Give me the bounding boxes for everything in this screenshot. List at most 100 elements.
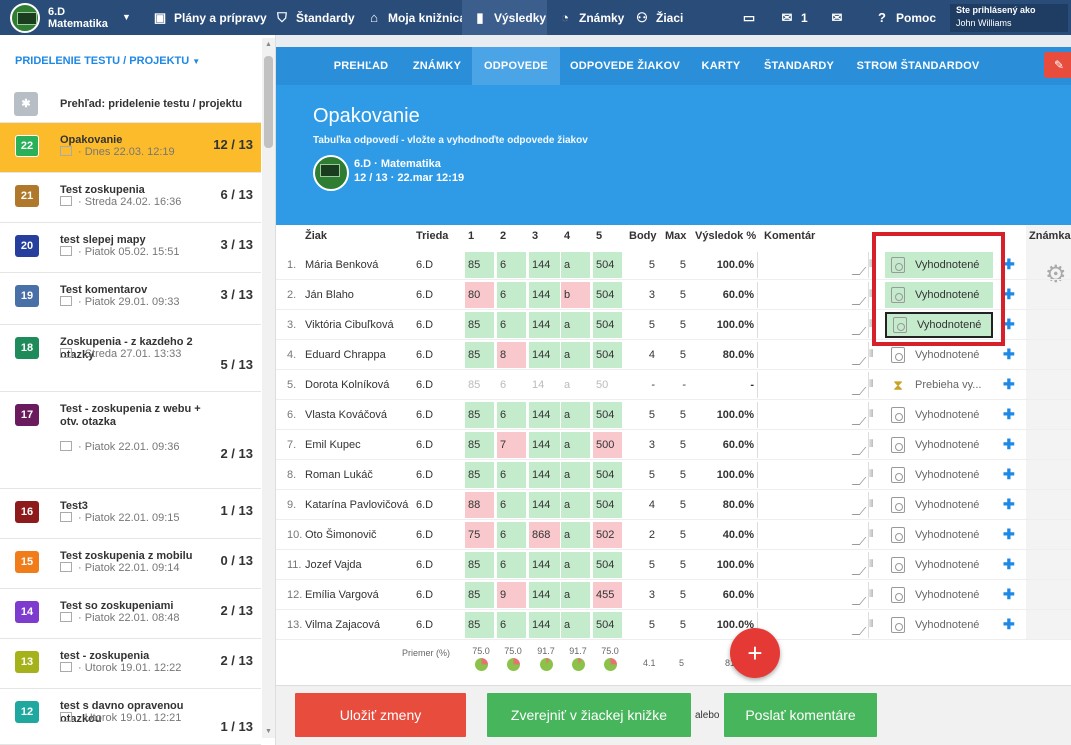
answer-cell[interactable]: 85 <box>465 402 494 428</box>
attachment-icon[interactable]: ⦀ <box>869 469 874 480</box>
answer-cell[interactable]: a <box>561 342 590 368</box>
sidebar-item-14[interactable]: 14 Test so zoskupeniami · Piatok 22.01. 08… <box>0 589 261 639</box>
save-button[interactable]: Uložiť zmeny <box>295 693 466 737</box>
sidebar-item-13[interactable]: 13 test - zoskupenia · Utorok 19.01. 12:22… <box>0 639 261 689</box>
resize-handle-icon[interactable] <box>851 447 867 455</box>
comment-field[interactable] <box>757 342 869 368</box>
send-comments-button[interactable]: Poslať komentáre <box>724 693 877 737</box>
gear-icon[interactable]: ⚙ <box>1045 261 1067 288</box>
answer-cell[interactable]: 504 <box>593 612 622 638</box>
comment-field[interactable] <box>757 522 869 548</box>
answer-cell[interactable]: 144 <box>529 282 560 308</box>
messages-button[interactable]: ✉ 1 <box>779 0 808 35</box>
tab-standards-tree[interactable]: STROM ŠTANDARDOV <box>856 60 980 72</box>
attachment-icon[interactable]: ⦀ <box>869 259 874 270</box>
add-grade-icon[interactable]: ✚ <box>1003 286 1015 302</box>
answer-cell[interactable]: 144 <box>529 342 560 368</box>
comment-field[interactable] <box>757 582 869 608</box>
attachment-icon[interactable]: ⦀ <box>869 409 874 420</box>
resize-handle-icon[interactable] <box>851 267 867 275</box>
answer-cell[interactable]: 504 <box>593 282 622 308</box>
answer-cell[interactable]: 6 <box>497 402 526 428</box>
answer-cell[interactable]: a <box>561 552 590 578</box>
answer-cell[interactable]: 144 <box>529 402 560 428</box>
nav-standards[interactable]: ⛉ Štandardy <box>274 0 355 35</box>
answer-cell[interactable]: 144 <box>529 582 560 608</box>
nav-library[interactable]: ⌂ Moja knižnica <box>366 0 466 35</box>
answer-cell[interactable]: 85 <box>465 372 494 398</box>
comment-field[interactable] <box>757 282 869 308</box>
scrollbar-thumb[interactable] <box>264 56 273 148</box>
pencil-icon[interactable]: ✎ <box>1044 52 1071 78</box>
answer-cell[interactable]: a <box>561 402 590 428</box>
answer-cell[interactable]: 504 <box>593 462 622 488</box>
answer-cell[interactable]: a <box>561 432 590 458</box>
sidebar-scrollbar[interactable]: ▲ ▼ <box>262 38 275 738</box>
evaluation-status[interactable]: Vyhodnotené <box>885 312 993 338</box>
sidebar-item-17[interactable]: 17 Test - zoskupenia z webu + otv. otazka… <box>0 392 261 489</box>
answer-cell[interactable]: 144 <box>529 432 560 458</box>
tab-overview[interactable]: PREHĽAD <box>333 60 389 72</box>
resize-handle-icon[interactable] <box>851 387 867 395</box>
comment-field[interactable] <box>757 432 869 458</box>
scroll-down-icon[interactable]: ▼ <box>265 728 272 735</box>
comment-field[interactable] <box>757 492 869 518</box>
publish-button[interactable]: Zverejniť v žiackej knižke <box>487 693 691 737</box>
answer-cell[interactable]: 504 <box>593 312 622 338</box>
resize-handle-icon[interactable] <box>851 327 867 335</box>
answer-cell[interactable]: 6 <box>497 372 526 398</box>
sidebar-item-20[interactable]: 20 test slepej mapy · Piatok 05.02. 15:51 3… <box>0 223 261 273</box>
answer-cell[interactable]: 144 <box>529 312 560 338</box>
answer-cell[interactable]: 14 <box>529 372 560 398</box>
chevron-down-icon[interactable]: ▼ <box>122 12 131 22</box>
add-grade-icon[interactable]: ✚ <box>1003 316 1015 332</box>
answer-cell[interactable]: a <box>561 612 590 638</box>
scroll-up-icon[interactable]: ▲ <box>265 41 272 48</box>
resize-handle-icon[interactable] <box>851 627 867 635</box>
sidebar-overview[interactable]: ✱ Prehľad: pridelenie testu / projektu <box>0 85 261 123</box>
answer-cell[interactable]: 144 <box>529 462 560 488</box>
answer-cell[interactable]: 85 <box>465 312 494 338</box>
answer-cell[interactable]: 504 <box>593 402 622 428</box>
answer-cell[interactable]: a <box>561 462 590 488</box>
answer-cell[interactable]: a <box>561 252 590 278</box>
attachment-icon[interactable]: ⦀ <box>869 559 874 570</box>
answer-cell[interactable]: a <box>561 582 590 608</box>
resize-handle-icon[interactable] <box>851 567 867 575</box>
nav-grades[interactable]: ◔ Známky <box>557 0 624 35</box>
answer-cell[interactable]: 868 <box>529 522 560 548</box>
nav-students[interactable]: ⚇ Žiaci <box>634 0 683 35</box>
sidebar-item-16[interactable]: 16 Test3 · Piatok 22.01. 09:15 1 / 13 <box>0 489 261 539</box>
tab-answers[interactable]: ODPOVEDE <box>472 47 560 85</box>
answer-cell[interactable]: 144 <box>529 552 560 578</box>
answer-cell[interactable]: 85 <box>465 462 494 488</box>
evaluation-status[interactable]: Vyhodnotené <box>885 402 993 428</box>
answer-cell[interactable]: 85 <box>465 432 494 458</box>
tab-grades[interactable]: ZNÁMKY <box>412 60 462 72</box>
comment-field[interactable] <box>757 612 869 638</box>
sidebar-item-21[interactable]: 21 Test zoskupenia · Streda 24.02. 16:36 6 … <box>0 173 261 223</box>
answer-cell[interactable]: 6 <box>497 282 526 308</box>
answer-cell[interactable]: a <box>561 312 590 338</box>
answer-cell[interactable]: 6 <box>497 522 526 548</box>
sidebar-header[interactable]: PRIDELENIE TESTU / PROJEKTU ▼ <box>15 55 201 67</box>
add-grade-icon[interactable]: ✚ <box>1003 376 1015 392</box>
attachment-icon[interactable]: ⦀ <box>869 349 874 360</box>
add-grade-icon[interactable]: ✚ <box>1003 496 1015 512</box>
comment-field[interactable] <box>757 402 869 428</box>
answer-cell[interactable]: 455 <box>593 582 622 608</box>
answer-cell[interactable]: 85 <box>465 552 494 578</box>
screen-share-icon[interactable]: ▭ <box>742 9 756 25</box>
attachment-icon[interactable]: ⦀ <box>869 529 874 540</box>
evaluation-status[interactable]: Vyhodnotené <box>885 282 993 308</box>
add-grade-icon[interactable]: ✚ <box>1003 256 1015 272</box>
attachment-icon[interactable]: ⦀ <box>869 619 874 630</box>
evaluation-status[interactable]: ⧗ Prebieha vy... <box>885 372 993 398</box>
evaluation-status[interactable]: Vyhodnotené <box>885 582 993 608</box>
tab-standards[interactable]: ŠTANDARDY <box>763 60 835 72</box>
answer-cell[interactable]: 50 <box>593 372 622 398</box>
comment-field[interactable] <box>757 552 869 578</box>
answer-cell[interactable]: 504 <box>593 492 622 518</box>
evaluation-status[interactable]: Vyhodnotené <box>885 432 993 458</box>
answer-cell[interactable]: 6 <box>497 612 526 638</box>
